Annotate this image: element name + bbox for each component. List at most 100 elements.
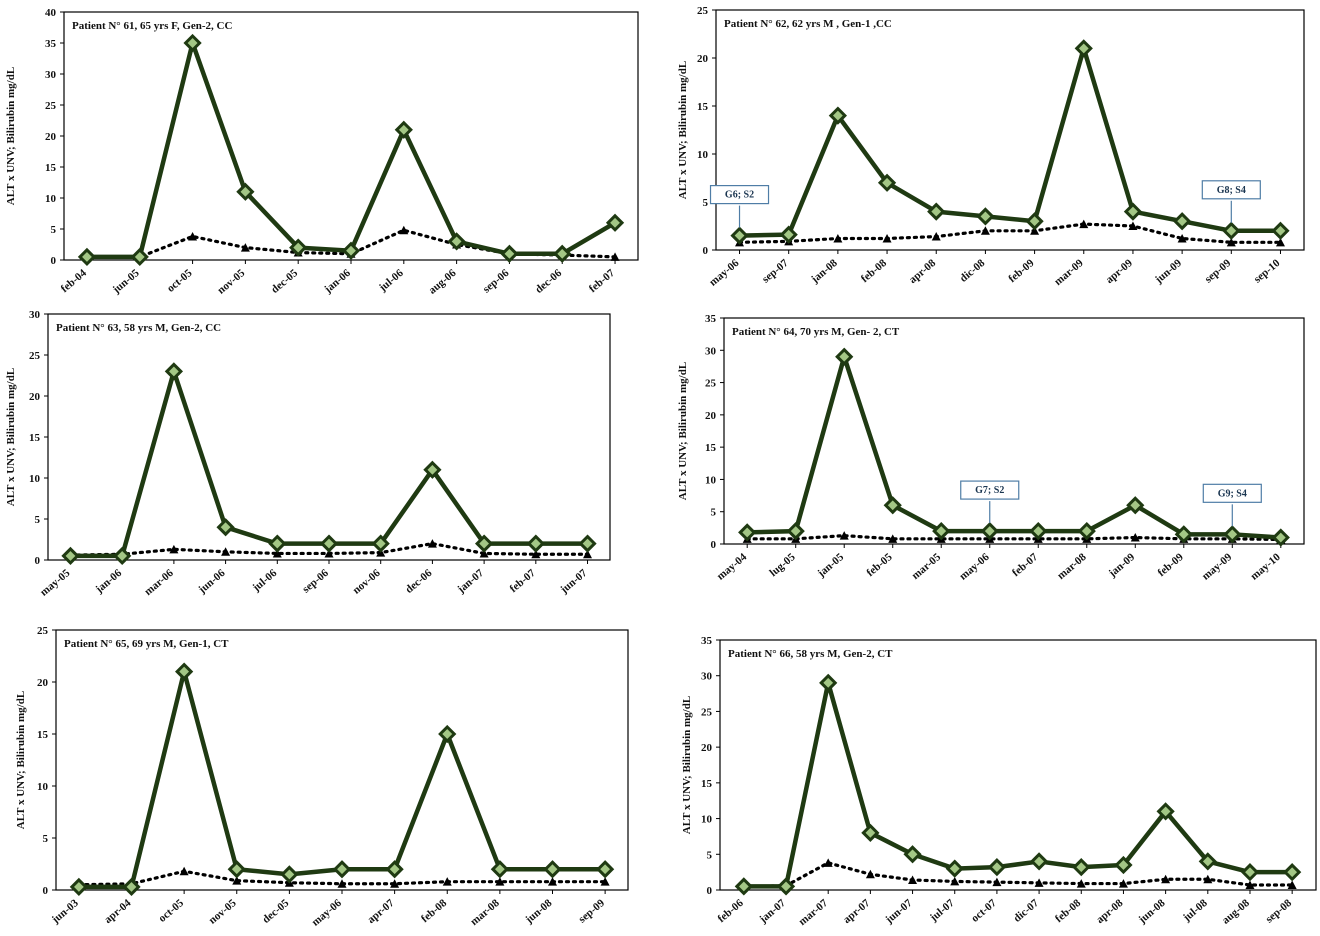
alt-point	[268, 534, 287, 553]
bilirubin-point	[495, 877, 505, 886]
y-tick-label: 15	[29, 432, 41, 444]
x-tick-label: sep-09	[576, 897, 607, 926]
alt-point	[216, 518, 235, 537]
x-tick-label: mar-07	[797, 897, 831, 928]
bilirubin-point	[179, 866, 189, 876]
alt-point	[786, 521, 805, 541]
bilirubin-point	[980, 226, 990, 235]
alt-point	[861, 823, 880, 842]
y-tick-label: 10	[701, 814, 713, 826]
bilirubin-point	[839, 531, 849, 540]
bilirubin-point	[1203, 874, 1213, 884]
y-axis-title: ALT x UNV; Bilirubin mg/dL	[5, 368, 17, 506]
alt-series-line	[86, 40, 617, 260]
y-axis-title: ALT x UNV; Bilirubin mg/dL	[15, 691, 27, 829]
bilirubin-point	[1226, 237, 1236, 247]
alt-series-line	[747, 354, 1281, 540]
bilirubin-point	[1245, 880, 1255, 889]
annotation-box	[1201, 180, 1261, 200]
y-tick-label: 25	[697, 5, 709, 17]
x-tick-label: mar-06	[142, 567, 176, 598]
bilirubin-point	[547, 877, 557, 886]
alt-point	[1283, 863, 1302, 882]
y-tick-label: 0	[707, 885, 713, 897]
x-tick-label: mar-08	[468, 897, 502, 928]
x-tick-label: lug-05	[767, 551, 798, 579]
x-tick-label: feb-09	[1006, 257, 1037, 285]
y-tick-label: 10	[37, 781, 49, 793]
alt-point	[734, 877, 753, 896]
x-tick-label: nov-05	[207, 897, 239, 927]
y-tick-label: 15	[701, 778, 713, 790]
bilirubin-point	[865, 869, 875, 879]
bilirubin-point	[882, 233, 892, 243]
x-tick-label: sep-06	[300, 567, 331, 596]
x-tick-label: mar-08	[1055, 551, 1089, 582]
alt-point	[828, 106, 847, 125]
x-tick-label: feb-07	[508, 567, 539, 595]
annotation-box	[1202, 483, 1262, 503]
x-tick-label: jan-06	[322, 267, 354, 296]
alt-point	[605, 213, 625, 232]
y-tick-label: 5	[707, 849, 713, 861]
alt-point	[1222, 221, 1241, 240]
y-tick-label: 30	[701, 671, 713, 683]
y-tick-label: 0	[35, 555, 41, 567]
alt-point	[77, 247, 97, 267]
x-tick-label: mar-09	[1052, 257, 1086, 288]
y-tick-label: 25	[37, 625, 49, 637]
chart-title: Patient N° 66, 58 yrs M, Gen-2, CT	[728, 648, 893, 660]
alt-point	[1029, 521, 1048, 541]
bilirubin-point	[1034, 878, 1044, 887]
y-tick-label: 20	[701, 742, 713, 754]
y-axis-title: ALT x UNV; Bilirubin mg/dL	[681, 696, 693, 834]
bilirubin-series-line	[745, 534, 1283, 542]
alt-point	[474, 534, 494, 553]
y-tick-label: 25	[701, 706, 713, 718]
alt-point	[319, 534, 339, 553]
alt-point	[976, 207, 995, 226]
x-tick-label: dec-06	[403, 567, 434, 596]
alt-point	[779, 225, 798, 244]
bilirubin-point	[992, 877, 1002, 887]
y-axis-title: ALT x UNV; Bilirubin mg/dL	[5, 67, 17, 205]
bilirubin-point	[823, 858, 833, 867]
y-tick-label: 30	[29, 309, 41, 321]
x-tick-label: jul-06	[376, 267, 406, 295]
x-tick-label: feb-06	[716, 897, 747, 925]
bilirubin-series-line	[737, 222, 1283, 244]
annotation-label: G9; S4	[1218, 488, 1247, 499]
bilirubin-point	[337, 879, 347, 888]
y-tick-label: 15	[37, 729, 49, 741]
x-tick-label: aug-08	[1220, 897, 1252, 927]
x-tick-label: feb-05	[864, 551, 895, 579]
y-tick-label: 5	[51, 224, 57, 236]
chart-title: Patient N° 65, 69 yrs M, Gen-1, CT	[64, 638, 229, 650]
alt-point	[1271, 221, 1290, 240]
alt-point	[130, 247, 149, 267]
alt-point	[490, 860, 509, 879]
alt-point	[945, 859, 964, 878]
y-tick-label: 20	[29, 391, 41, 403]
x-tick-label: apr-07	[841, 897, 873, 926]
x-tick-label: sep-10	[1252, 257, 1283, 286]
x-tick-label: jun-05	[110, 267, 142, 297]
alt-point	[113, 546, 132, 566]
bilirubin-series-line	[742, 861, 1294, 889]
x-tick-label: may-09	[1200, 551, 1235, 583]
y-tick-label: 25	[45, 100, 57, 112]
alt-point	[227, 860, 246, 879]
y-tick-label: 40	[45, 7, 57, 19]
bilirubin-point	[610, 252, 620, 261]
alt-point	[1174, 525, 1193, 544]
alt-series-line	[739, 46, 1281, 238]
x-tick-label: sep-09	[1203, 257, 1234, 286]
x-tick-label: jul-06	[250, 567, 280, 595]
alt-point	[1029, 852, 1049, 871]
plot-frame	[719, 639, 1317, 891]
alt-point	[61, 546, 80, 566]
chart-panel-6: Patient N° 66, 58 yrs M, Gen-2, CT 0 5 10 15…	[681, 635, 1317, 928]
alt-point	[1077, 521, 1096, 541]
chart-panel-2: Patient N° 62, 62 yrs M , Gen-1 ,CC 0 5 10 1…	[677, 5, 1305, 289]
